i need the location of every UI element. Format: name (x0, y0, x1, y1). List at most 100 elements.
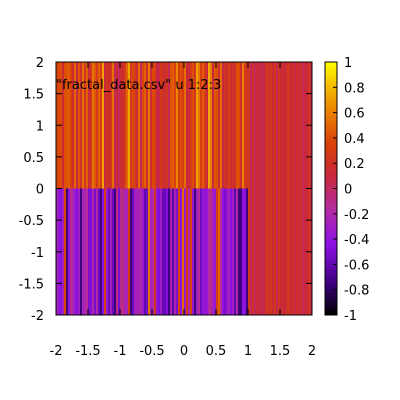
heat-cell (196, 188, 199, 315)
heat-cell (128, 188, 131, 315)
y-axis-ticks: -2 -1.5 -1 -0.5 0 0.5 1 1.5 2 (19, 56, 312, 324)
heat-cell (206, 62, 209, 189)
heat-cell (88, 188, 91, 315)
heat-cell (224, 188, 227, 315)
heat-cell (176, 188, 179, 315)
heat-cell (248, 62, 251, 315)
heat-cell (132, 62, 135, 189)
heat-cell (266, 62, 269, 315)
heat-cell (62, 62, 65, 189)
colorbar-tick-label: -0.8 (344, 284, 369, 299)
heat-cell (272, 62, 275, 315)
heat-cell (262, 62, 265, 315)
heat-cell (182, 62, 185, 189)
colorbar-tick-label: -0.6 (344, 258, 369, 273)
y-tick-label: -2 (31, 309, 44, 324)
heat-cell (166, 188, 169, 315)
heat-cell (214, 188, 217, 315)
heat-cell (108, 188, 111, 315)
heat-cell (190, 62, 193, 189)
heat-cell (132, 188, 135, 315)
heat-cell (162, 62, 165, 189)
heat-cell (106, 62, 109, 189)
heat-cell (112, 188, 115, 315)
heat-cell (82, 188, 85, 315)
x-tick-label: 2 (308, 344, 316, 359)
heat-cell (268, 62, 271, 315)
heat-cell (238, 188, 241, 315)
heat-cell (210, 188, 213, 315)
heat-cell (260, 62, 263, 315)
legend-entry: "fractal_data.csv" u 1:2:3 (56, 78, 221, 93)
heat-cell (64, 188, 67, 315)
heat-cell (154, 62, 157, 189)
heat-cell (78, 62, 81, 189)
heat-cell (194, 62, 197, 189)
heat-cell (116, 188, 119, 315)
heat-cell (130, 188, 133, 315)
heat-cell (270, 62, 273, 315)
heat-cell (194, 188, 197, 315)
heat-cell (274, 62, 277, 315)
y-tick-label: 1 (36, 119, 44, 134)
y-tick-label: 0.5 (23, 151, 44, 166)
colorbar-tick-label: 0 (344, 183, 352, 198)
colorbar-tick-label: 0.8 (344, 81, 365, 96)
heat-cell (204, 62, 207, 189)
heat-cell (180, 188, 183, 315)
x-tick-label: 0 (180, 344, 188, 359)
colorbar-ticks: -1 -0.8 -0.6 -0.4 -0.2 0 0.2 0.4 0.6 0.8 1 (333, 56, 369, 324)
colorbar-tick-label: -0.4 (344, 233, 369, 248)
heat-cell (214, 62, 217, 189)
heat-cell (76, 188, 79, 315)
y-tick-label: -0.5 (19, 214, 44, 229)
heat-cell (150, 188, 153, 315)
heat-cell (126, 188, 129, 315)
heat-cell (188, 188, 191, 315)
heat-cell (246, 62, 249, 189)
heat-cell (148, 62, 151, 189)
y-tick-label: -1 (31, 246, 44, 261)
heat-cell (134, 188, 137, 315)
heat-cell (100, 62, 103, 189)
heat-cell (294, 62, 297, 315)
heat-cell (196, 62, 199, 189)
heat-cell (188, 62, 191, 189)
heat-cell (220, 188, 223, 315)
heat-cell (162, 188, 165, 315)
heat-cell (76, 62, 79, 189)
heat-cell (246, 188, 249, 315)
heat-cell (82, 62, 85, 189)
heat-cell (212, 188, 215, 315)
heat-cell (148, 188, 151, 315)
y-tick-label: 1.5 (23, 88, 44, 103)
heat-cell (72, 188, 75, 315)
heat-cell (86, 62, 89, 189)
heat-cell (62, 188, 65, 315)
heat-cell (120, 188, 123, 315)
heat-cell (208, 188, 211, 315)
heat-cell (174, 62, 177, 189)
heat-cell (142, 62, 145, 189)
heat-cell (164, 62, 167, 189)
heat-cell (208, 62, 211, 189)
heat-cell (212, 62, 215, 189)
heat-cell (120, 62, 123, 189)
x-tick-label: -1.5 (75, 344, 100, 359)
heat-cell (160, 62, 163, 189)
heat-cell (72, 62, 75, 189)
heat-cell (264, 62, 267, 315)
x-tick-label: -0.5 (139, 344, 164, 359)
heat-cell (112, 62, 115, 189)
heat-cell (250, 62, 253, 315)
heat-cell (138, 188, 141, 315)
heat-cell (298, 62, 301, 315)
heat-cell (114, 188, 117, 315)
heat-cell (122, 188, 125, 315)
heat-cell (284, 62, 287, 315)
heat-cell (68, 62, 71, 189)
heat-cell (216, 188, 219, 315)
heat-cell (224, 62, 227, 189)
heat-cell (122, 62, 125, 189)
